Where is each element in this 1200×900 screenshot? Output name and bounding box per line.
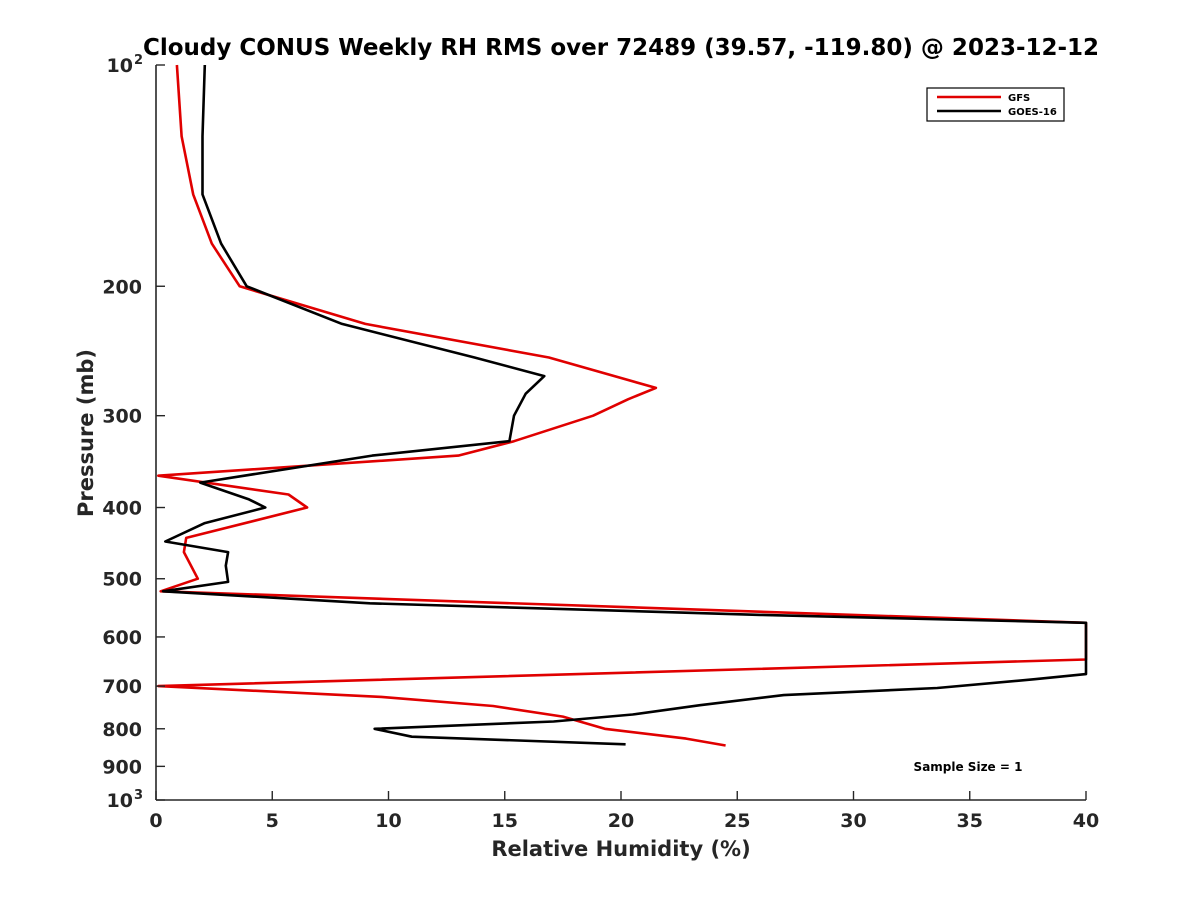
x-tick-label: 15	[492, 810, 518, 832]
y-tick-label: 900	[102, 756, 142, 778]
series-line-goes-16	[161, 64, 1088, 746]
x-tick-label: 10	[375, 810, 401, 832]
y-tick-label: 400	[102, 498, 142, 520]
y-tick-label: 800	[102, 719, 142, 741]
y-tick-label: 500	[102, 569, 142, 591]
y-tick-label: 700	[102, 676, 142, 698]
x-tick-label: 20	[608, 810, 634, 832]
y-tick-label: 10	[107, 790, 133, 812]
y-axis-label: Pressure (mb)	[74, 349, 98, 517]
x-tick-label: 40	[1073, 810, 1099, 832]
legend: GFS GOES-16	[926, 87, 1065, 122]
y-tick-label-exponent: 3	[134, 788, 143, 803]
legend-label-gfs: GFS	[1008, 93, 1030, 104]
x-tick-label: 30	[840, 810, 866, 832]
y-tick-label: 200	[102, 276, 142, 298]
y-tick-label: 600	[102, 627, 142, 649]
sample-size-annotation: Sample Size = 1	[914, 760, 1023, 774]
x-axis-label: Relative Humidity (%)	[491, 837, 750, 861]
y-tick-label-exponent: 2	[134, 53, 143, 68]
x-tick-label: 35	[957, 810, 983, 832]
x-tick-label: 0	[149, 810, 162, 832]
x-tick-label: 5	[266, 810, 279, 832]
series-line-gfs	[157, 64, 1088, 747]
y-tick-label: 300	[102, 406, 142, 428]
y-tick-label: 10	[107, 55, 133, 77]
legend-label-goes-16: GOES-16	[1008, 107, 1057, 118]
series-layer	[157, 64, 1088, 747]
chart-title: Cloudy CONUS Weekly RH RMS over 72489 (3…	[143, 35, 1099, 61]
x-tick-label: 25	[724, 810, 750, 832]
legend-box	[926, 87, 1065, 122]
